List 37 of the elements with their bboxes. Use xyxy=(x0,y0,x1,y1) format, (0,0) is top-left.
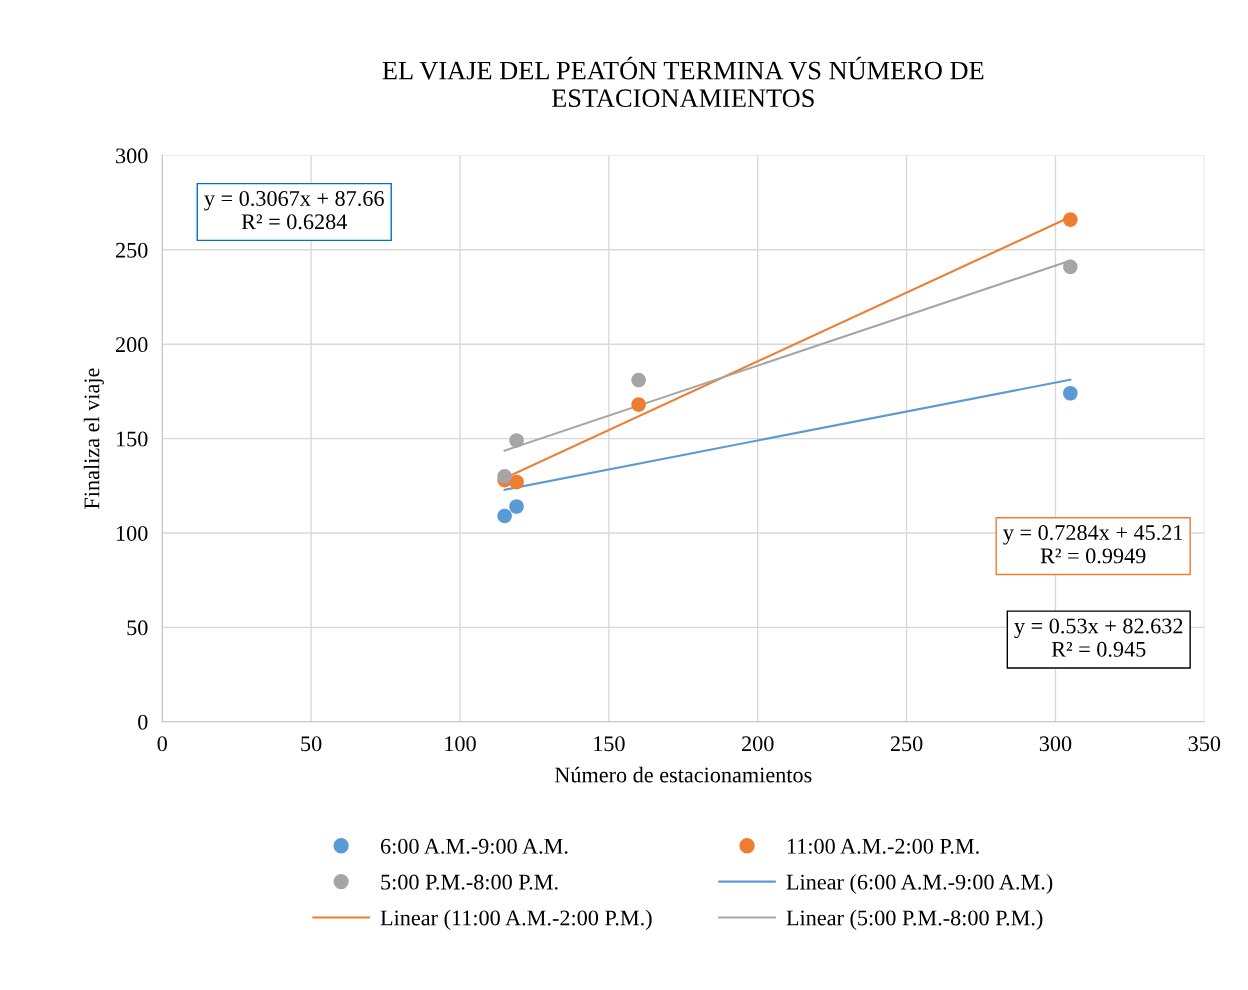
point xyxy=(631,372,646,388)
point xyxy=(497,469,512,484)
x-tick-label: 150 xyxy=(594,736,625,752)
x-tick-label: 250 xyxy=(890,736,923,752)
y-tick-label: 150 xyxy=(116,431,148,447)
point xyxy=(497,508,512,524)
legend-label: Linear (11:00 A.M.-2:00 P.M.) xyxy=(380,909,652,930)
point xyxy=(509,433,524,448)
point xyxy=(509,474,524,490)
x-tick-label: 200 xyxy=(742,736,774,752)
y-tick-label: 250 xyxy=(115,242,148,258)
y-axis-title: Finaliza el viaje xyxy=(83,368,104,509)
legend-label: 6:00 A.M.-9:00 A.M. xyxy=(380,838,568,854)
x-tick-label: 0 xyxy=(157,736,167,752)
chart-title: EL VIAJE DEL PEATÓN TERMINA VS NÚMERO DE ESTACIONAMIENTOS xyxy=(382,56,984,108)
point xyxy=(1063,212,1078,227)
annotation: y = 0.53x + 82.632 R² = 0.945 xyxy=(1014,618,1183,657)
x-axis-title: Número de estacionamientos xyxy=(554,766,812,783)
y-tick-label: 300 xyxy=(116,148,148,164)
x-tick-label: 50 xyxy=(301,736,322,752)
x-tick-label: 100 xyxy=(445,736,476,752)
y-tick-label: 200 xyxy=(115,337,148,353)
y-tick-label: 0 xyxy=(138,714,148,730)
y-tick-label: 50 xyxy=(127,620,148,636)
point xyxy=(631,397,646,412)
x-tick-label: 300 xyxy=(1039,736,1072,752)
point xyxy=(1063,259,1078,275)
y-tick-label: 100 xyxy=(116,525,148,541)
point xyxy=(1063,385,1078,401)
point xyxy=(509,499,524,514)
legend-label: 11:00 A.M.-2:00 P.M. xyxy=(787,838,979,854)
legend-label: Linear (6:00 A.M.-9:00 A.M.) xyxy=(786,873,1053,895)
annotation: y = 0.7284x + 45.21 R² = 0.9949 xyxy=(1003,525,1183,564)
x-tick-label: 350 xyxy=(1188,736,1221,752)
legend-label: 5:00 P.M.-8:00 P.M. xyxy=(381,874,558,890)
legend-label: Linear (5:00 P.M.-8:00 P.M.) xyxy=(786,909,1043,930)
annotation: y = 0.3067x + 87.66 R² = 0.6284 xyxy=(204,190,384,230)
